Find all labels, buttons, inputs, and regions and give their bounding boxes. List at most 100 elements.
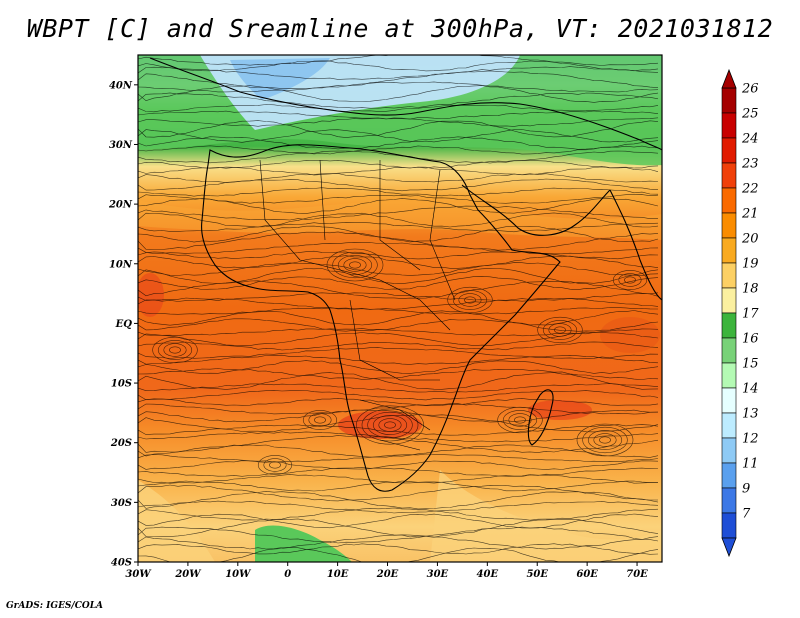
vortex-ring [612,270,648,290]
vortex-ring [308,413,332,427]
streamline [138,205,659,221]
arabian-coastline [461,184,611,236]
streamline [138,341,659,351]
country-borders [259,159,456,451]
streamline [138,480,658,492]
colorbar-swatch [721,437,737,464]
streamline [138,81,659,93]
europe-coastline [149,57,662,151]
streamline [138,117,659,127]
lon-tick-label: 0 [284,569,291,580]
lat-tick-label: 40N [109,80,133,91]
streamline [138,547,659,562]
streamline [138,307,659,315]
colorbar-labels: 26 25 24 23 22 21 20 19 18 17 16 15 14 13 12 11 9 7 [741,82,759,522]
lon-tick-label: 30W [125,569,152,580]
streamline [138,368,659,380]
vortex-ring [302,410,338,430]
lon-tick-label: 20W [174,569,202,580]
plot-frame [137,54,663,563]
vortex-ring [582,426,628,454]
blue-core-north [230,58,330,100]
colorbar-swatch [721,87,737,114]
lon-tick-label: 30E [427,569,449,580]
vortex-ring [349,261,361,269]
streamline [138,490,659,510]
streamline [138,424,659,436]
streamline [138,166,659,176]
colorbar-label: 23 [741,157,759,172]
streamline [138,262,659,277]
yellow-southeast [430,470,662,562]
streamline [138,136,659,150]
streamline [138,474,659,484]
vortex-ring [326,248,384,282]
colorbar-swatch [721,287,737,314]
streamline [138,526,659,544]
streamline [138,129,659,143]
colorbar-swatch [721,462,737,489]
colorbar-boxes [721,87,737,539]
streamline [138,255,659,269]
streamline [138,372,659,390]
colorbar-swatch [721,487,737,514]
streamline [138,403,659,415]
lon-tick-label: 20E [376,569,399,580]
streamline [138,198,659,214]
streamline [138,328,659,337]
vortex-ring [384,421,396,429]
colorbar-label: 13 [742,407,759,422]
vortex-ring [624,276,636,284]
vortex-ring [332,251,378,279]
streamline [138,66,659,80]
colorbar-swatch [721,512,737,539]
vortex-ring [372,415,408,435]
lat-tick-label: 10N [109,259,133,270]
vortex-ring [163,343,187,357]
vortex-ring [508,413,532,427]
plot-title: WBPT [C] and Sreamline at 300hPa, VT: 20… [26,14,774,43]
vortex-ring [263,458,287,472]
streamline [138,225,659,243]
streamline [138,467,659,477]
colorbar-label: 26 [741,82,759,97]
lon-tick-label: 40E [477,569,499,580]
streamline [138,297,659,310]
colorbar-swatch [721,212,737,239]
vortex-ring [618,273,642,287]
lon-tick-label: 60E [576,569,598,580]
colorbar-swatch [721,137,737,164]
streamline [138,431,659,443]
vortex-ring [314,416,326,424]
streamline [138,187,659,197]
colorbar-label: 11 [742,457,759,472]
vortex-ring [378,418,402,432]
vortex-ring [458,293,482,307]
streamline [138,543,659,555]
vortex-ring [542,320,578,340]
colorbar-swatch [721,387,737,414]
colorbar-swatch [721,112,737,139]
colorbar-swatch [721,362,737,389]
streamline [138,500,659,514]
vortex-ring [502,410,538,430]
credit-text: GrADS: IGES/COLA [6,601,104,611]
streamline [138,178,659,192]
streamline [138,409,659,423]
lat-tick-label: 30N [109,140,133,151]
vortex-ring [587,430,623,450]
colorbar-label: 17 [742,307,759,322]
streamline [138,70,659,89]
colorbar-label: 7 [742,507,751,522]
streamline [138,484,658,502]
streamline [138,534,659,550]
streamline [138,310,659,326]
streamline [138,150,659,164]
streamline [138,397,659,406]
streamline [138,347,659,359]
hot-core-west [138,273,164,317]
colorbar-label: 19 [742,257,759,272]
colorbar: 26 25 24 23 22 21 20 19 18 17 16 15 14 13 12 11 9 7 [721,68,759,558]
vortex-ring [169,346,181,354]
